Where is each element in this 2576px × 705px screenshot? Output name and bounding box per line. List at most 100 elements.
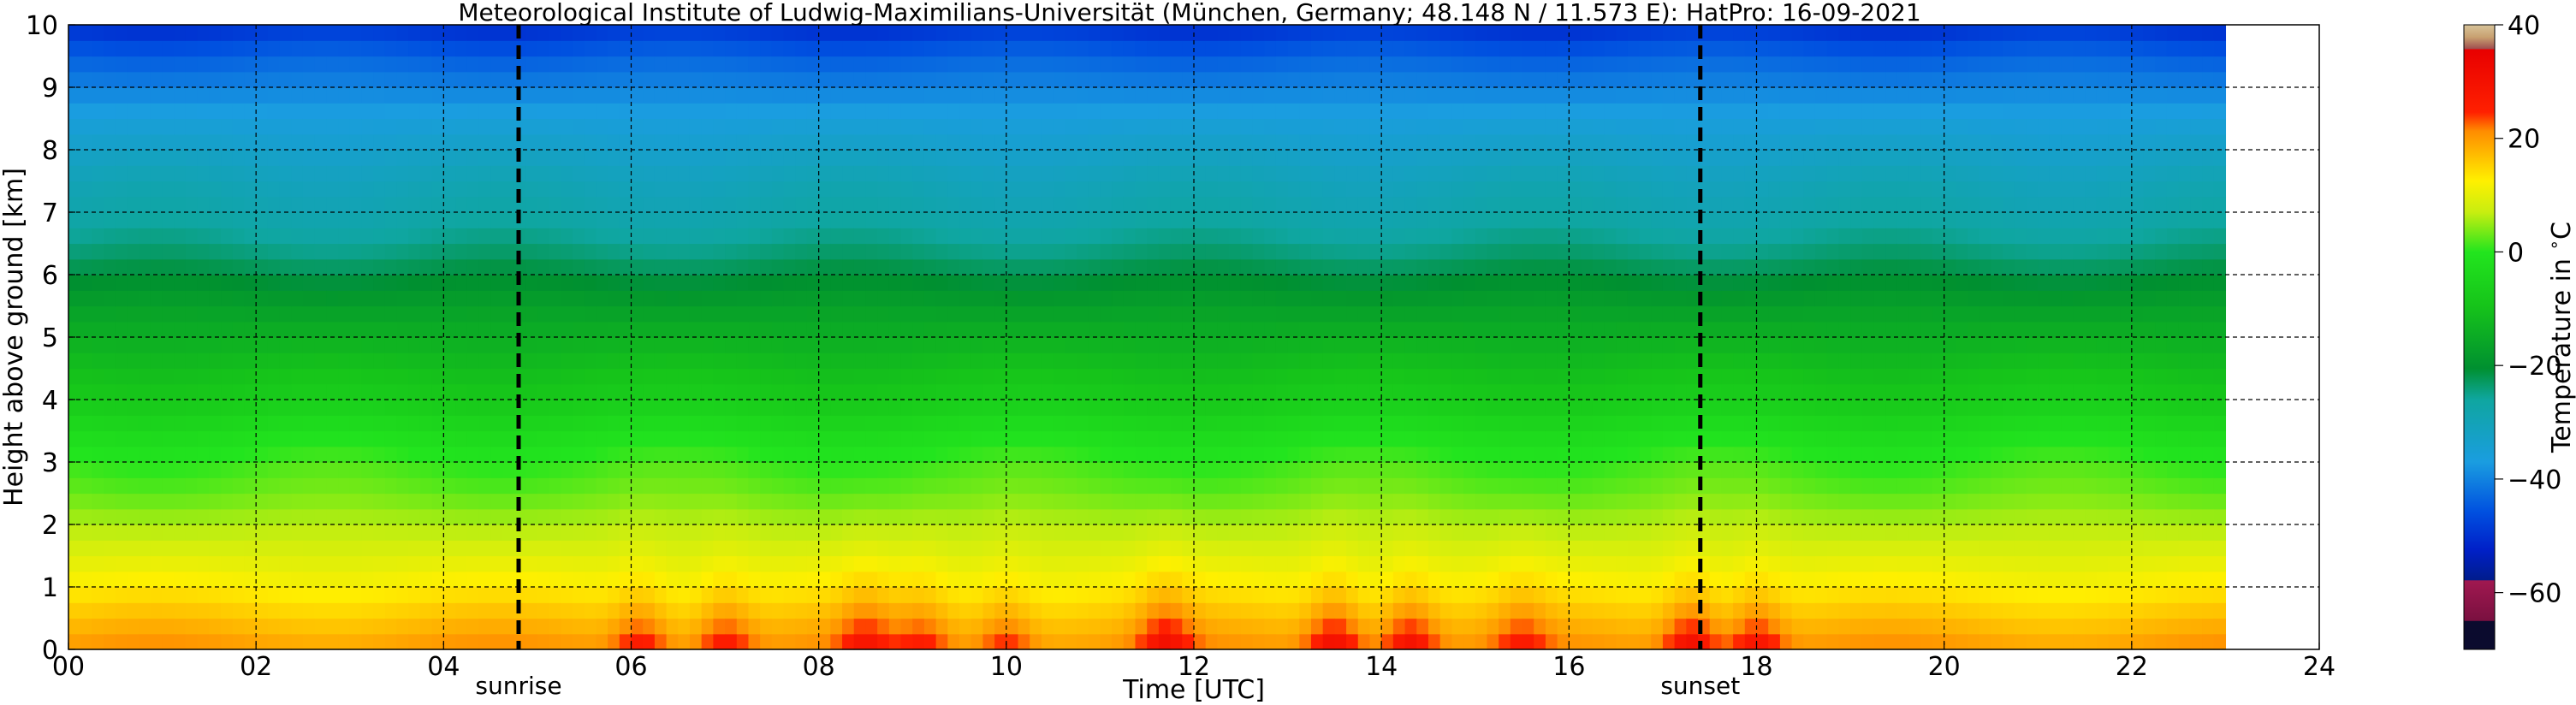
heatmap-cell	[267, 25, 281, 41]
heatmap-cell	[1334, 383, 1347, 400]
heatmap-cell	[302, 400, 316, 416]
heatmap-cell	[713, 275, 726, 291]
heatmap-cell	[139, 103, 151, 120]
heatmap-cell	[1369, 133, 1382, 151]
heatmap-cell	[900, 290, 913, 307]
heatmap-cell	[783, 462, 796, 478]
heatmap-cell	[1006, 400, 1019, 416]
heatmap-cell	[982, 103, 995, 120]
heatmap-cell	[396, 165, 409, 182]
heatmap-cell	[1018, 352, 1030, 370]
heatmap-cell	[185, 415, 199, 432]
heatmap-cell	[139, 493, 151, 510]
heatmap-cell	[1158, 524, 1172, 541]
heatmap-cell	[783, 477, 796, 495]
heatmap-cell	[853, 196, 867, 213]
heatmap-cell	[1310, 150, 1324, 166]
heatmap-cell	[1030, 305, 1042, 323]
heatmap-cell	[1287, 524, 1300, 541]
heatmap-cell	[853, 400, 867, 416]
heatmap-cell	[912, 633, 925, 650]
heatmap-cell	[842, 71, 855, 88]
heatmap-cell	[92, 633, 104, 650]
heatmap-cell	[326, 150, 339, 166]
heatmap-cell	[1112, 430, 1125, 447]
heatmap-cell	[1487, 383, 1499, 400]
heatmap-cell	[525, 524, 538, 541]
heatmap-cell	[596, 352, 608, 370]
heatmap-cell	[689, 243, 703, 260]
heatmap-cell	[256, 462, 269, 478]
heatmap-cell	[408, 337, 421, 353]
heatmap-cell	[338, 508, 351, 525]
heatmap-cell	[678, 305, 691, 323]
heatmap-cell	[490, 493, 503, 510]
heatmap-cell	[1182, 150, 1195, 166]
heatmap-cell	[561, 40, 573, 57]
heatmap-cell	[970, 587, 984, 603]
heatmap-cell	[853, 40, 867, 57]
heatmap-cell	[1510, 383, 1523, 400]
heatmap-cell	[643, 165, 656, 182]
heatmap-cell	[1369, 602, 1382, 619]
heatmap-cell	[1135, 25, 1148, 41]
heatmap-cell	[689, 571, 703, 588]
heatmap-cell	[1194, 290, 1207, 307]
heatmap-cell	[795, 618, 808, 635]
heatmap-cell	[1322, 275, 1335, 291]
heatmap-cell	[959, 87, 972, 104]
heatmap-cell	[1463, 87, 1476, 104]
heatmap-cell	[1194, 555, 1207, 572]
heatmap-cell	[631, 618, 644, 635]
heatmap-cell	[1053, 25, 1065, 41]
heatmap-cell	[549, 212, 561, 228]
heatmap-cell	[104, 618, 116, 635]
heatmap-cell	[1404, 133, 1417, 151]
heatmap-cell	[619, 56, 632, 73]
heatmap-cell	[525, 228, 538, 245]
heatmap-cell	[1439, 165, 1452, 182]
heatmap-cell	[537, 446, 550, 463]
heatmap-cell	[923, 430, 937, 447]
heatmap-cell	[806, 118, 820, 135]
heatmap-cell	[1006, 103, 1019, 120]
heatmap-cell	[713, 462, 726, 478]
heatmap-cell	[1287, 555, 1300, 572]
heatmap-cell	[584, 633, 597, 650]
heatmap-cell	[643, 56, 656, 73]
heatmap-cell	[267, 602, 281, 619]
heatmap-cell	[314, 275, 327, 291]
heatmap-cell	[1322, 87, 1335, 104]
heatmap-cell	[643, 275, 656, 291]
heatmap-cell	[1487, 508, 1499, 525]
heatmap-cell	[244, 258, 257, 275]
heatmap-cell	[1135, 352, 1148, 370]
heatmap-cell	[232, 165, 246, 182]
heatmap-cell	[1217, 524, 1230, 541]
heatmap-cell	[1205, 524, 1218, 541]
heatmap-cell	[877, 508, 890, 525]
heatmap-cell	[68, 150, 81, 166]
heatmap-cell	[92, 368, 104, 385]
heatmap-cell	[888, 524, 902, 541]
heatmap-cell	[267, 400, 281, 416]
heatmap-cell	[326, 258, 339, 275]
heatmap-cell	[1018, 181, 1030, 198]
heatmap-cell	[244, 368, 257, 385]
heatmap-cell	[256, 212, 269, 228]
heatmap-cell	[1381, 383, 1394, 400]
heatmap-cell	[256, 618, 269, 635]
heatmap-cell	[490, 540, 503, 557]
heatmap-cell	[1158, 71, 1172, 88]
heatmap-cell	[466, 618, 480, 635]
heatmap-cell	[1123, 228, 1137, 245]
heatmap-cell	[1427, 602, 1441, 619]
heatmap-cell	[888, 540, 902, 557]
heatmap-cell	[561, 305, 573, 323]
heatmap-cell	[302, 243, 316, 260]
heatmap-cell	[1006, 446, 1019, 463]
heatmap-cell	[1252, 165, 1265, 182]
heatmap-cell	[959, 71, 972, 88]
heatmap-cell	[1451, 25, 1464, 41]
heatmap-cell	[478, 305, 491, 323]
